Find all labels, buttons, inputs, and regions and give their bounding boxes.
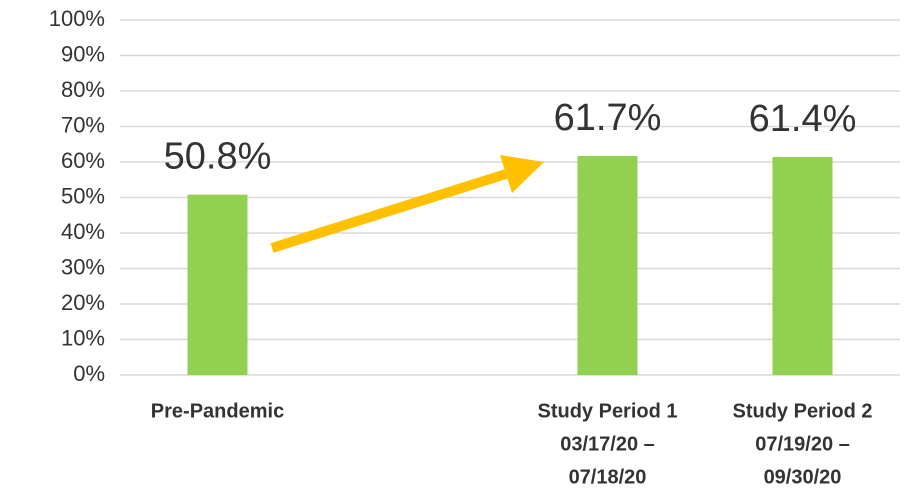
x-tick-label: Pre-Pandemic: [151, 400, 284, 422]
x-tick-label: 07/18/20: [569, 466, 647, 488]
bar: [187, 194, 248, 375]
y-tick-label: 20%: [61, 290, 105, 315]
y-tick-label: 10%: [61, 325, 105, 350]
y-tick-label: 80%: [61, 77, 105, 102]
y-tick-label: 90%: [61, 41, 105, 66]
y-tick-label: 100%: [49, 6, 105, 31]
bar: [772, 157, 833, 375]
x-tick-label: 03/17/20 –: [560, 433, 655, 455]
y-tick-label: 30%: [61, 254, 105, 279]
grid: 0% 10% 20% 30% 40% 50% 60% 70% 80% 90% 100%: [49, 6, 900, 386]
x-tick-label: Study Period 1: [537, 400, 677, 422]
value-label: 61.7%: [554, 97, 662, 139]
y-tick-label: 50%: [61, 183, 105, 208]
y-tick-label: 40%: [61, 219, 105, 244]
x-tick-label: 09/30/20: [764, 466, 842, 488]
bar: [577, 155, 638, 375]
x-tick-label: Study Period 2: [732, 400, 872, 422]
value-label: 50.8%: [164, 136, 272, 178]
x-tick-label: 07/19/20 –: [755, 433, 850, 455]
y-tick-label: 70%: [61, 112, 105, 137]
y-tick-label: 60%: [61, 148, 105, 173]
value-label: 61.4%: [749, 98, 857, 140]
y-tick-label: 0%: [73, 361, 105, 386]
arrow: [270, 154, 545, 253]
marks: Pre-Pandemic 50.8% Study Period 1 03/17/20 …: [151, 97, 873, 488]
